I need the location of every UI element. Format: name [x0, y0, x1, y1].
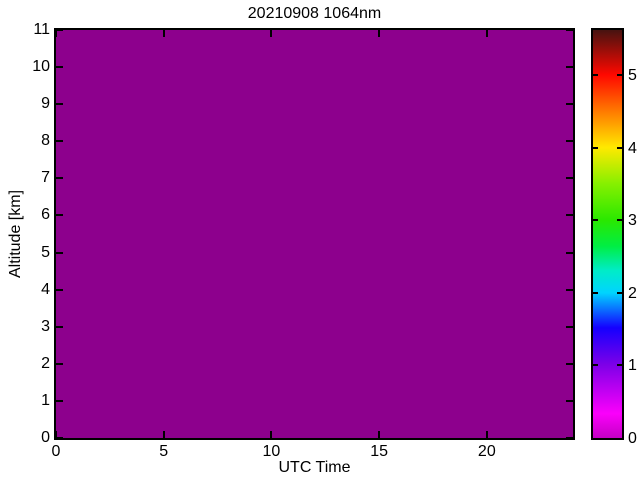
colorbar-tick-mark [617, 219, 622, 222]
colorbar-tick-mark [593, 74, 598, 76]
colorbar-tick-mark [617, 364, 622, 367]
colorbar-tick-label: 4 [628, 139, 637, 157]
colorbar-tick-label: 0 [628, 430, 637, 447]
y-tick-mark [56, 66, 63, 69]
x-tick-mark [162, 30, 165, 37]
y-tick-label: 11 [33, 21, 50, 38]
y-tick-mark [566, 29, 573, 31]
x-tick-mark [55, 431, 57, 438]
y-tick-label: 3 [41, 317, 50, 335]
y-tick-mark [566, 288, 573, 291]
y-tick-mark [566, 325, 573, 328]
y-tick-label: 10 [32, 58, 50, 76]
colorbar-tick-mark [617, 74, 622, 76]
heatmap-plot-area [54, 28, 575, 440]
y-tick-mark [56, 288, 63, 291]
y-tick-label: 0 [41, 429, 50, 446]
y-tick-label: 1 [41, 391, 50, 409]
colorbar-tick-label: 2 [628, 284, 637, 302]
colorbar [591, 28, 624, 440]
y-tick-mark [566, 214, 573, 217]
colorbar-tick-mark [593, 146, 598, 149]
x-tick-mark [270, 431, 273, 438]
y-tick-label: 9 [41, 95, 50, 113]
y-axis-label: Altitude [km] [7, 189, 24, 279]
x-tick-label: 10 [262, 443, 281, 460]
y-tick-mark [56, 325, 63, 328]
y-tick-mark [566, 399, 573, 402]
y-tick-mark [56, 140, 63, 143]
y-tick-mark [56, 29, 63, 31]
x-tick-mark [55, 30, 57, 37]
y-tick-label: 7 [41, 169, 50, 187]
y-tick-label: 2 [41, 354, 50, 372]
y-tick-label: 8 [41, 132, 50, 150]
y-tick-mark [56, 437, 63, 439]
y-tick-mark [56, 399, 63, 402]
colorbar-tick-mark [593, 219, 598, 222]
y-tick-mark [566, 177, 573, 180]
y-tick-mark [56, 177, 63, 180]
x-tick-label: 5 [159, 443, 169, 460]
colorbar-tick-label: 1 [628, 357, 637, 375]
colorbar-tick-mark [617, 291, 622, 294]
colorbar-tick-mark [593, 364, 598, 367]
x-tick-mark [378, 431, 381, 438]
chart-title: 20210908 1064nm [247, 5, 382, 22]
y-tick-mark [56, 214, 63, 217]
y-tick-mark [56, 103, 63, 106]
y-tick-mark [566, 362, 573, 365]
y-tick-label: 4 [41, 280, 50, 298]
y-tick-label: 5 [41, 243, 50, 261]
x-tick-mark [485, 431, 488, 438]
x-tick-label: 20 [477, 443, 496, 460]
y-tick-label: 6 [41, 206, 50, 224]
y-tick-mark [56, 362, 63, 365]
y-tick-mark [56, 251, 63, 254]
colorbar-tick-label: 3 [628, 212, 637, 230]
x-axis-label: UTC Time [278, 459, 351, 476]
colorbar-tick-mark [593, 291, 598, 294]
colorbar-tick-mark [617, 146, 622, 149]
x-tick-mark [485, 30, 488, 37]
y-tick-mark [566, 251, 573, 254]
x-tick-mark [162, 431, 165, 438]
x-tick-mark [270, 30, 273, 37]
x-tick-label: 0 [51, 443, 61, 460]
y-tick-mark [566, 103, 573, 106]
y-tick-mark [566, 66, 573, 69]
colorbar-tick-label: 5 [628, 67, 637, 84]
x-tick-label: 15 [370, 443, 389, 460]
y-tick-mark [566, 437, 573, 439]
y-tick-mark [566, 140, 573, 143]
x-tick-mark [378, 30, 381, 37]
